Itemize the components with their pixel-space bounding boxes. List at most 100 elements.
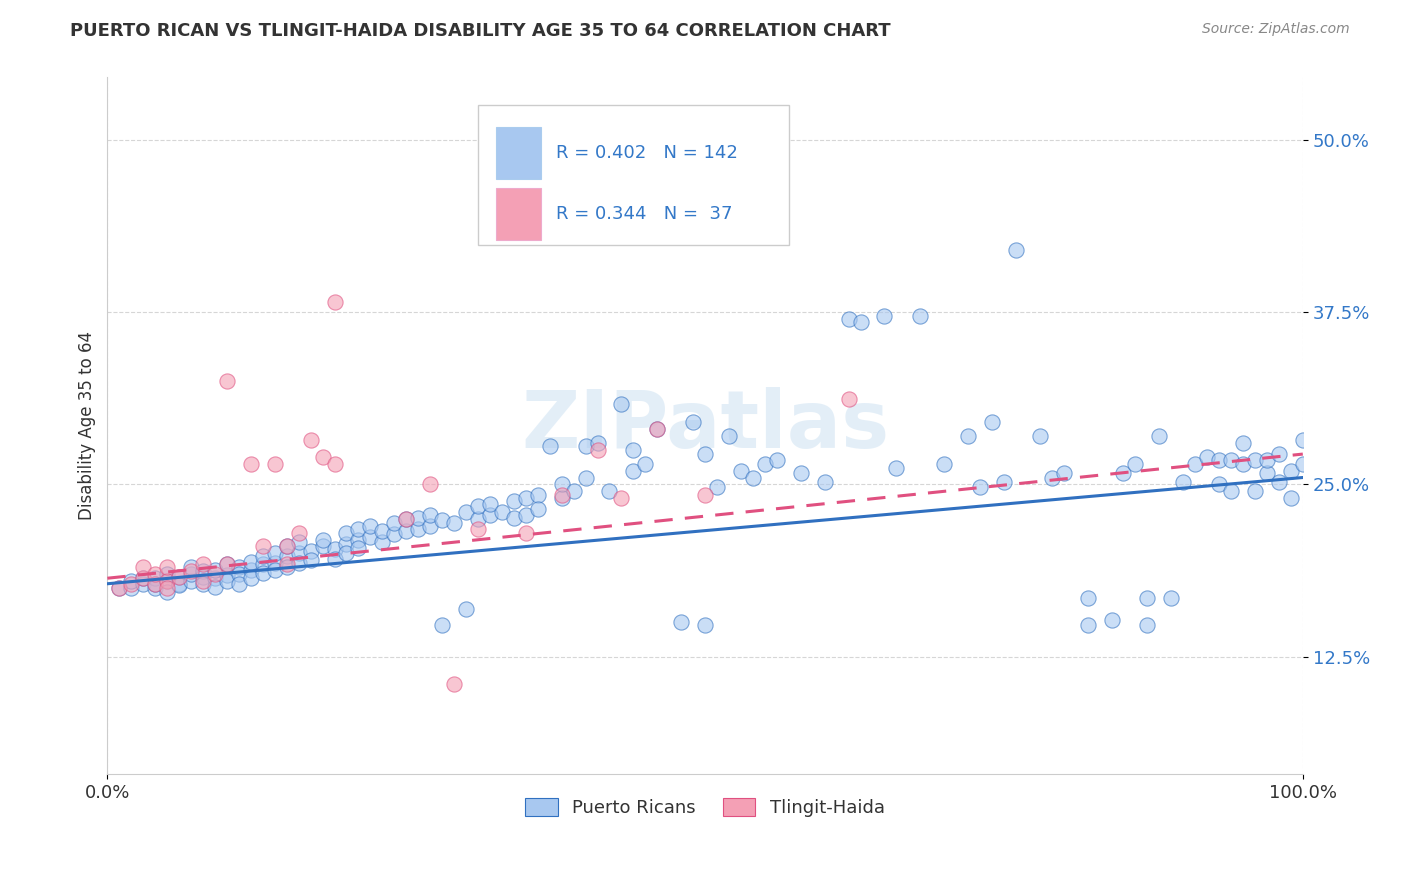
Point	[156, 574, 179, 588]
Point	[371, 524, 394, 539]
Point	[287, 525, 309, 540]
Point	[143, 567, 166, 582]
Point	[1292, 457, 1315, 471]
Point	[395, 512, 418, 526]
Point	[693, 488, 716, 502]
Point	[645, 422, 668, 436]
Point	[742, 470, 765, 484]
Point	[228, 567, 250, 582]
Point	[180, 560, 202, 574]
Point	[478, 508, 501, 522]
Point	[382, 516, 405, 530]
Point	[276, 560, 298, 574]
Point	[1136, 618, 1159, 632]
Legend: Puerto Ricans, Tlingit-Haida: Puerto Ricans, Tlingit-Haida	[517, 790, 893, 824]
Point	[299, 434, 322, 448]
Text: R = 0.402   N = 142: R = 0.402 N = 142	[555, 144, 738, 162]
Point	[515, 491, 537, 506]
Text: PUERTO RICAN VS TLINGIT-HAIDA DISABILITY AGE 35 TO 64 CORRELATION CHART: PUERTO RICAN VS TLINGIT-HAIDA DISABILITY…	[70, 22, 891, 40]
Point	[299, 543, 322, 558]
Point	[335, 525, 357, 540]
Point	[347, 533, 370, 547]
Point	[299, 553, 322, 567]
Point	[550, 488, 572, 502]
Point	[215, 374, 238, 388]
Point	[263, 563, 285, 577]
Point	[1077, 591, 1099, 605]
Point	[215, 558, 238, 572]
Point	[347, 541, 370, 555]
Point	[1244, 452, 1267, 467]
Point	[132, 560, 155, 574]
Point	[347, 522, 370, 536]
Point	[515, 508, 537, 522]
Point	[934, 457, 956, 471]
Point	[228, 560, 250, 574]
Point	[1244, 484, 1267, 499]
Point	[335, 546, 357, 560]
Point	[359, 518, 381, 533]
Text: Source: ZipAtlas.com: Source: ZipAtlas.com	[1202, 22, 1350, 37]
Point	[276, 558, 298, 572]
Point	[1256, 467, 1278, 481]
Point	[717, 429, 740, 443]
Point	[993, 475, 1015, 489]
Point	[252, 566, 274, 580]
Point	[957, 429, 980, 443]
Point	[276, 549, 298, 563]
Point	[1125, 457, 1147, 471]
Point	[1232, 457, 1254, 471]
Point	[515, 525, 537, 540]
Point	[120, 581, 142, 595]
Point	[263, 457, 285, 471]
Point	[1053, 467, 1076, 481]
Point	[1029, 429, 1052, 443]
Point	[323, 295, 346, 310]
Point	[491, 505, 513, 519]
Point	[574, 439, 596, 453]
Point	[1268, 447, 1291, 461]
Point	[287, 546, 309, 560]
Point	[981, 415, 1004, 429]
Point	[550, 491, 572, 506]
Point	[132, 571, 155, 585]
Point	[263, 546, 285, 560]
Point	[478, 497, 501, 511]
Point	[443, 677, 465, 691]
Point	[1149, 429, 1171, 443]
Point	[419, 518, 441, 533]
Point	[754, 457, 776, 471]
Point	[790, 467, 813, 481]
Point	[323, 542, 346, 557]
Point	[252, 540, 274, 554]
Point	[191, 574, 214, 588]
FancyBboxPatch shape	[496, 127, 541, 179]
Point	[838, 392, 860, 406]
Point	[849, 315, 872, 329]
Point	[215, 568, 238, 582]
Point	[239, 457, 262, 471]
Point	[969, 480, 991, 494]
Point	[1160, 591, 1182, 605]
Point	[132, 576, 155, 591]
Point	[814, 475, 837, 489]
Point	[180, 565, 202, 579]
Point	[766, 452, 789, 467]
Point	[167, 578, 190, 592]
Point	[610, 491, 633, 506]
Point	[382, 527, 405, 541]
Point	[454, 505, 477, 519]
Point	[1292, 434, 1315, 448]
Point	[1208, 452, 1230, 467]
Point	[454, 601, 477, 615]
Point	[156, 581, 179, 595]
Point	[311, 533, 333, 547]
Point	[430, 618, 453, 632]
Point	[682, 415, 704, 429]
Point	[263, 556, 285, 570]
Point	[910, 309, 932, 323]
Y-axis label: Disability Age 35 to 64: Disability Age 35 to 64	[79, 331, 96, 520]
Point	[502, 494, 524, 508]
Point	[311, 540, 333, 554]
Point	[323, 457, 346, 471]
